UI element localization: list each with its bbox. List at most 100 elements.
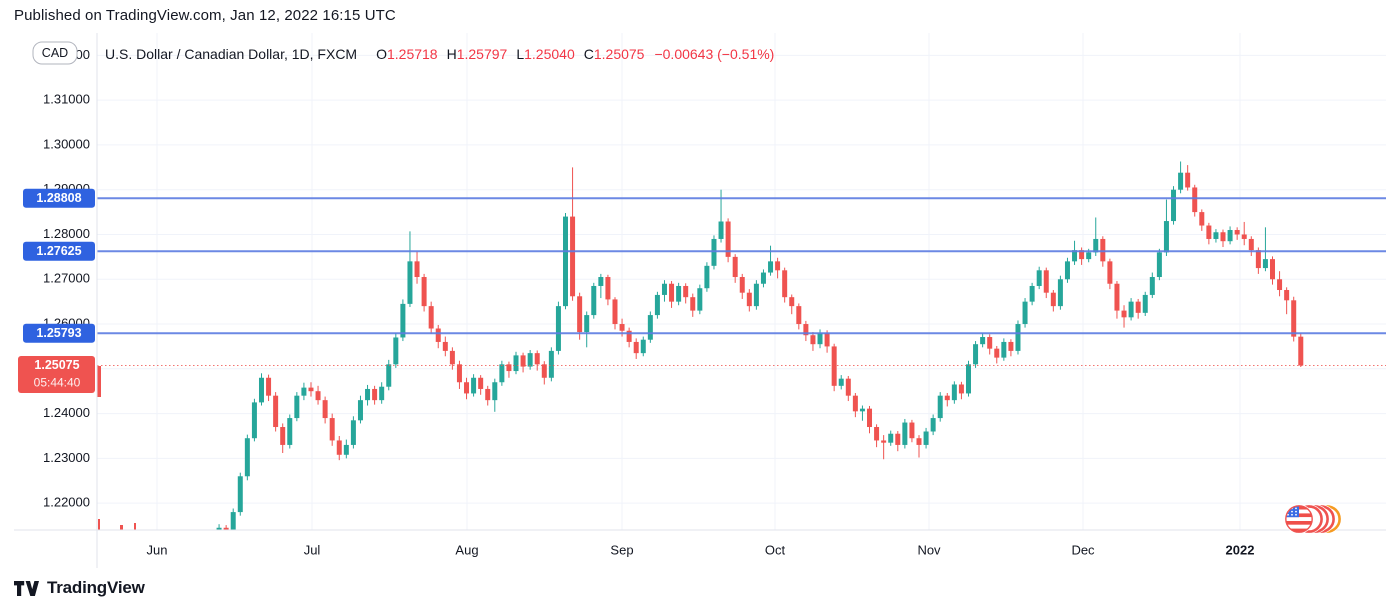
candle-body	[343, 444, 349, 455]
candle-body	[718, 221, 724, 239]
candle-body	[400, 303, 406, 338]
candle-body	[768, 261, 774, 273]
candle-body	[633, 341, 639, 354]
candle-body	[216, 527, 222, 530]
last-price-badge-value: 1.25075	[34, 358, 79, 372]
candle-body	[315, 391, 321, 401]
flag-watermark	[1284, 503, 1342, 540]
candle-body	[612, 299, 618, 325]
candle-body	[1206, 225, 1212, 239]
candle-body	[1015, 324, 1021, 351]
candle-body	[796, 306, 802, 325]
candle-body	[1163, 221, 1169, 253]
candle-body	[647, 315, 653, 340]
candle-body	[994, 348, 1000, 358]
candle-body	[782, 270, 788, 298]
candle-body	[1029, 285, 1035, 302]
candle-body	[379, 386, 385, 401]
candle-body	[1135, 301, 1141, 313]
candle-body	[1270, 259, 1275, 280]
high-value: 1.25797	[456, 46, 508, 62]
candle-body	[1142, 294, 1148, 313]
candle-body	[1277, 279, 1283, 291]
symbol-title: U.S. Dollar / Canadian Dollar, 1D, FXCM	[105, 46, 358, 62]
candle-body	[372, 388, 378, 401]
price-level-lines[interactable]	[97, 197, 1386, 366]
candlestick-series[interactable]	[97, 161, 1304, 546]
level-price-badge	[23, 188, 95, 208]
candle-body	[548, 350, 554, 378]
candle-body	[449, 350, 455, 365]
candle-body	[881, 440, 887, 443]
price-axis[interactable]: 1.320001.310001.300001.290001.280001.270…	[18, 41, 95, 510]
candle-body	[471, 377, 477, 394]
candle-body	[1022, 301, 1028, 325]
candle-body	[223, 527, 229, 530]
candle-body	[1220, 232, 1226, 242]
candle-body	[1199, 212, 1205, 226]
candle-body	[619, 324, 625, 331]
candle-body	[492, 382, 498, 401]
candle-body	[1298, 336, 1304, 366]
candle-body	[273, 395, 279, 428]
candle-body	[237, 476, 243, 513]
candle-body	[965, 364, 971, 394]
price-tick-label: 1.27000	[43, 271, 90, 286]
open-value: 1.25718	[386, 46, 438, 62]
candle-body	[294, 395, 300, 419]
currency-pill-label: CAD	[42, 46, 68, 60]
candle-body	[775, 261, 781, 271]
candle-body	[1149, 277, 1155, 295]
candle-body	[824, 332, 830, 347]
candle-body	[442, 341, 448, 351]
candle-body	[1262, 259, 1268, 269]
price-chart[interactable]: 1.320001.310001.300001.290001.280001.270…	[14, 33, 1386, 568]
change-value: −0.00643 (−0.51%)	[654, 46, 775, 62]
clipped-candle-mark	[98, 519, 100, 530]
candle-body	[1057, 279, 1063, 307]
time-tick-label: Aug	[455, 542, 478, 557]
candle-body	[1248, 238, 1254, 251]
candle-body	[654, 294, 660, 316]
tradingview-footer[interactable]: TradingView	[14, 578, 145, 598]
candle-body	[739, 277, 745, 293]
time-tick-label: 2022	[1226, 542, 1255, 557]
level-price-badge	[23, 323, 95, 343]
candle-body	[577, 296, 583, 333]
candle-body	[1114, 283, 1120, 311]
candle-body	[888, 433, 894, 443]
level-price-badge-label: 1.25793	[36, 326, 81, 340]
candle-body	[676, 285, 682, 302]
currency-pill[interactable]	[32, 41, 78, 65]
tradingview-brand-text: TradingView	[47, 578, 145, 597]
price-tick-label: 1.31000	[43, 92, 90, 107]
candle-body	[704, 265, 710, 289]
candle-body	[1121, 310, 1127, 318]
open-label: O	[376, 46, 387, 62]
candle-body	[1072, 250, 1078, 262]
candle-body	[421, 277, 427, 307]
candle-body	[1213, 232, 1219, 239]
candle-body	[1234, 230, 1240, 235]
time-tick-label: Nov	[917, 542, 941, 557]
candle-body	[951, 384, 957, 401]
candle-body	[640, 339, 646, 354]
price-tick-label: 1.30000	[43, 136, 90, 151]
candle-body	[357, 400, 363, 421]
candle-body	[810, 335, 816, 345]
price-tick-label: 1.28000	[43, 226, 90, 241]
tradingview-logo-icon	[14, 580, 39, 596]
candle-body	[428, 306, 434, 329]
candle-body	[661, 283, 667, 295]
time-tick-label: Oct	[765, 542, 786, 557]
published-bar: Published on TradingView.com, Jan 12, 20…	[14, 7, 396, 24]
time-axis[interactable]: Jun Jul Aug Sep Oct Nov Dec 2022	[147, 542, 1255, 557]
candle-body	[1156, 252, 1162, 278]
candle-body	[365, 388, 371, 401]
time-tick-label: Jul	[304, 542, 321, 557]
candle-body	[902, 422, 908, 445]
candle-body	[322, 400, 328, 419]
time-tick-label: Jun	[147, 542, 168, 557]
candle-body	[301, 387, 307, 396]
candle-body	[350, 420, 356, 445]
